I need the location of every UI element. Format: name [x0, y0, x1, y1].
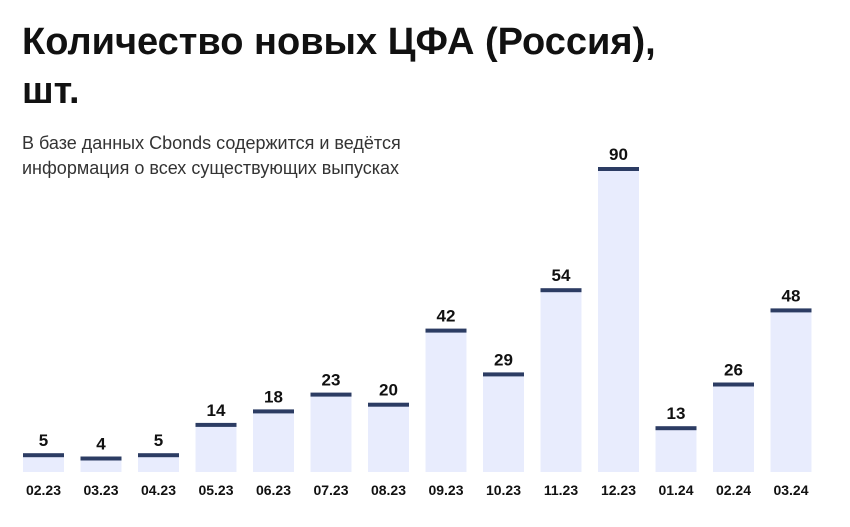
x-tick-label-11.23: 11.23 [544, 482, 578, 498]
bar-top-line-10.23 [483, 372, 524, 377]
x-tick-label-03.23: 03.23 [83, 482, 118, 498]
bar-03.23 [80, 458, 122, 472]
data-label-11.23: 54 [552, 266, 571, 285]
bar-09.23 [425, 330, 467, 472]
bar-05.23 [195, 424, 237, 472]
bar-02.23 [23, 455, 64, 472]
data-label-03.23: 4 [96, 435, 106, 454]
bar-top-line-09.23 [425, 328, 467, 333]
bar-03.24 [770, 310, 812, 472]
bar-top-line-11.23 [540, 288, 582, 293]
data-label-02.24: 26 [724, 361, 743, 380]
bar-top-line-01.24 [655, 426, 697, 431]
bar-10.23 [483, 374, 524, 472]
x-tick-label-10.23: 10.23 [486, 482, 521, 498]
bar-top-line-04.23 [138, 453, 179, 458]
subtitle-line-1: В базе данных Cbonds содержится и ведётс… [22, 133, 401, 153]
x-tick-label-06.23: 06.23 [256, 482, 291, 498]
bar-top-line-03.23 [80, 456, 122, 461]
bar-top-line-12.23 [598, 167, 639, 171]
bar-top-line-05.23 [195, 422, 237, 427]
x-tick-label-12.23: 12.23 [601, 482, 636, 498]
data-label-01.24: 13 [667, 404, 686, 423]
x-tick-label-09.23: 09.23 [428, 482, 463, 498]
x-tick-label-02.23: 02.23 [26, 482, 61, 498]
bar-08.23 [368, 404, 409, 472]
title-line-2: шт. [22, 70, 80, 112]
data-label-06.23: 18 [264, 387, 283, 406]
x-tick-label-08.23: 08.23 [371, 482, 406, 498]
x-tick-label-07.23: 07.23 [313, 482, 348, 498]
bar-top-line-07.23 [310, 392, 352, 397]
data-label-08.23: 20 [379, 381, 398, 400]
data-label-07.23: 23 [322, 371, 341, 390]
bar-top-line-08.23 [368, 402, 409, 407]
x-tick-label-01.24: 01.24 [658, 482, 693, 498]
chart-title: Количество новых ЦФА (Россия), шт. [22, 18, 722, 116]
x-tick-label-02.24: 02.24 [716, 482, 751, 498]
data-label-04.23: 5 [154, 431, 163, 450]
data-label-12.23: 90 [609, 145, 628, 164]
data-label-03.24: 48 [782, 286, 801, 305]
bar-top-line-02.24 [713, 382, 754, 387]
bar-top-line-02.23 [23, 453, 64, 458]
data-label-05.23: 14 [207, 401, 226, 420]
chart-subtitle: В базе данных Cbonds содержится и ведётс… [22, 131, 492, 181]
bar-top-line-03.24 [770, 308, 812, 313]
subtitle-line-2: информация о всех существующих выпусках [22, 158, 400, 178]
bar-06.23 [253, 411, 294, 472]
x-tick-label-03.24: 03.24 [773, 482, 808, 498]
x-tick-label-04.23: 04.23 [141, 482, 176, 498]
data-label-02.23: 5 [39, 431, 48, 450]
data-label-10.23: 29 [494, 350, 513, 369]
bar-01.24 [655, 428, 697, 472]
data-label-09.23: 42 [437, 307, 456, 326]
x-tick-label-05.23: 05.23 [198, 482, 233, 498]
bar-12.23 [598, 169, 639, 472]
bar-top-line-06.23 [253, 409, 294, 414]
bar-04.23 [138, 455, 179, 472]
bar-07.23 [310, 394, 352, 472]
title-line-1: Количество новых ЦФА (Россия), [22, 21, 656, 63]
bar-02.24 [713, 384, 754, 472]
bar-11.23 [540, 290, 582, 472]
